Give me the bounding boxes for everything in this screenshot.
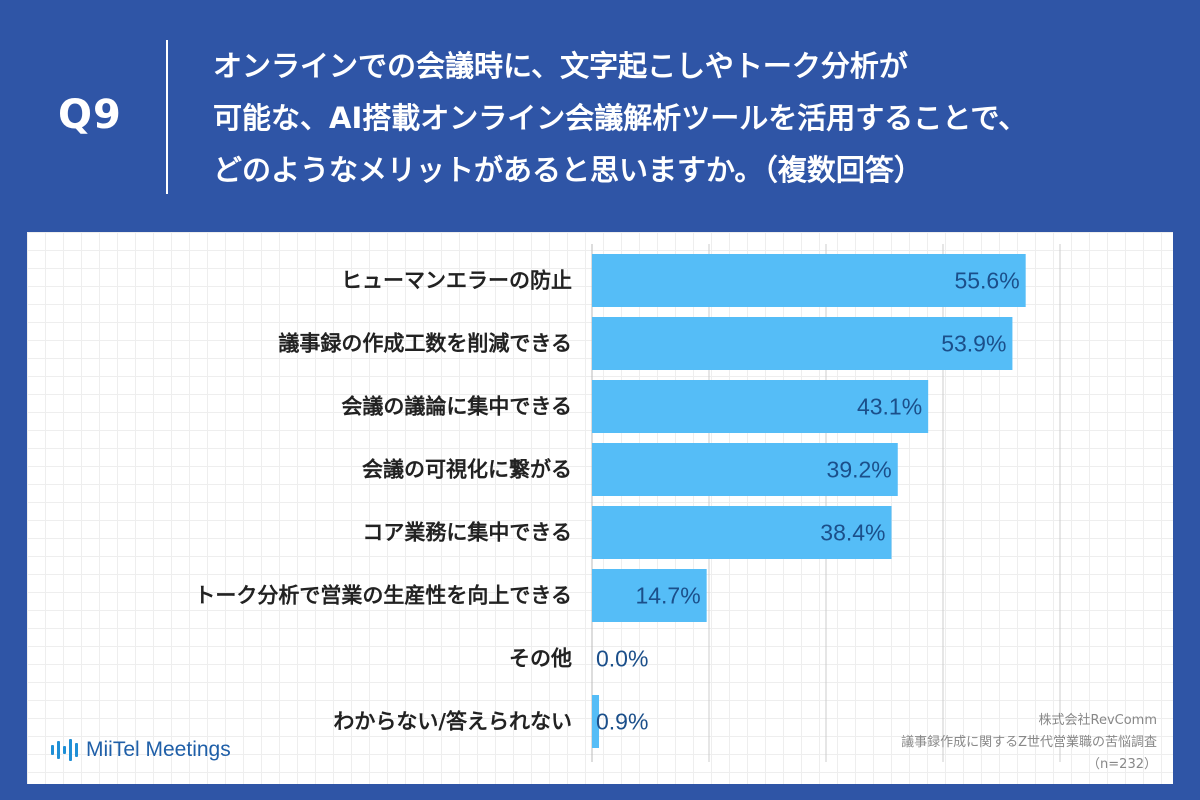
value-label: 39.2%	[827, 457, 892, 483]
value-label: 0.0%	[596, 646, 648, 672]
category-label: 会議の議論に集中できる	[341, 395, 572, 419]
question-text: オンラインでの会議時に、文字起こしやトーク分析が 可能な、AI搭載オンライン会議…	[213, 40, 1173, 196]
bar-chart: ヒューマンエラーの防止 55.6% 議事録の作成工数を削減できる 53.9% 会議の議論…	[194, 244, 1061, 762]
category-label: その他	[509, 647, 572, 671]
bar	[592, 317, 1013, 370]
brand-name: MiiTel Meetings	[86, 738, 231, 761]
value-label: 0.9%	[596, 709, 648, 735]
brand-logo: MiiTel Meetings	[51, 732, 231, 768]
value-label: 55.6%	[954, 268, 1019, 294]
bar	[592, 254, 1026, 307]
category-label: 議事録の作成工数を削減できる	[278, 332, 572, 356]
chart-panel: ヒューマンエラーの防止 55.6% 議事録の作成工数を削減できる 53.9% 会議の議論…	[27, 232, 1173, 784]
header: Q9 オンラインでの会議時に、文字起こしやトーク分析が 可能な、AI搭載オンライ…	[0, 0, 1200, 232]
source-note: 株式会社RevComm 議事録作成に関するZ世代営業職の苦悩調査 （n=232）	[797, 710, 1157, 776]
category-label: ヒューマンエラーの防止	[341, 269, 572, 293]
source-company: 株式会社RevComm	[1038, 713, 1158, 728]
value-label: 38.4%	[820, 520, 885, 546]
bar	[592, 380, 929, 433]
bar	[592, 506, 892, 559]
bar	[592, 443, 898, 496]
value-label: 43.1%	[857, 394, 922, 420]
question-number: Q9	[58, 92, 122, 138]
audio-wave-icon	[51, 738, 78, 762]
bar	[592, 695, 600, 748]
value-label: 14.7%	[635, 583, 700, 609]
question-line-1: オンラインでの会議時に、文字起こしやトーク分析が	[213, 49, 908, 83]
category-label: コア業務に集中できる	[362, 521, 572, 545]
source-survey: 議事録作成に関するZ世代営業職の苦悩調査	[901, 735, 1157, 750]
source-sample: （n=232）	[1087, 757, 1157, 772]
value-label: 53.9%	[941, 331, 1006, 357]
category-label: 会議の可視化に繋がる	[362, 458, 572, 482]
category-label: わからない/答えられない	[333, 710, 572, 734]
bar	[592, 569, 707, 622]
question-line-3: どのようなメリットがあると思いますか。（複数回答）	[213, 153, 923, 187]
category-label: トーク分析で営業の生産性を向上できる	[194, 584, 572, 608]
question-line-2: 可能な、AI搭載オンライン会議解析ツールを活用することで、	[213, 101, 1028, 135]
header-divider	[166, 40, 168, 194]
